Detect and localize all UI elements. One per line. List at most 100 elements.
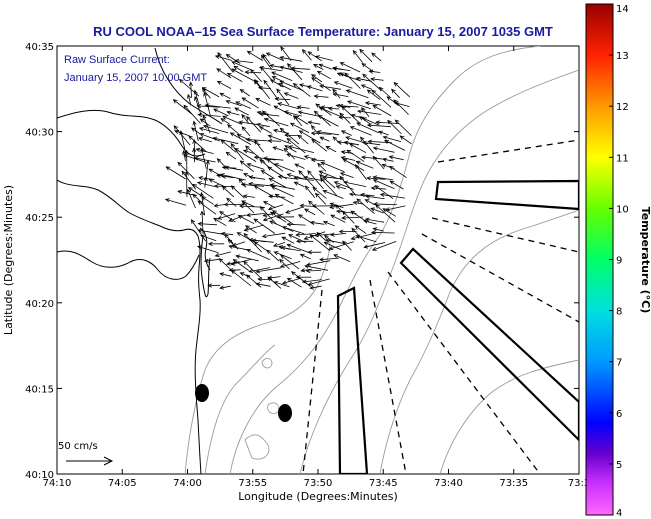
- current-vector: [349, 126, 372, 136]
- current-vector: [207, 283, 221, 288]
- current-vector: [253, 241, 269, 253]
- current-vector: [234, 107, 249, 116]
- current-vector: [289, 122, 310, 133]
- current-vector: [216, 173, 234, 179]
- current-vector: [172, 99, 193, 115]
- current-vector: [187, 188, 196, 209]
- current-vector: [311, 77, 331, 92]
- current-vector: [267, 276, 282, 289]
- y-tick-label: 40:30: [25, 128, 54, 139]
- current-vector: [243, 260, 263, 280]
- current-vector: [184, 170, 189, 197]
- current-vector: [266, 249, 280, 262]
- current-vector: [344, 72, 361, 89]
- colorbar-tick-label: 6: [616, 409, 622, 420]
- current-vector: [218, 258, 231, 270]
- current-vector: [270, 186, 295, 197]
- current-vector: [192, 120, 199, 142]
- current-vector: [244, 225, 257, 234]
- current-vector: [197, 221, 218, 226]
- current-vector: [298, 170, 316, 189]
- current-vector: [345, 89, 369, 99]
- current-vector: [366, 123, 391, 128]
- current-vector: [208, 168, 226, 179]
- current-vector: [256, 122, 270, 128]
- current-vector: [271, 71, 293, 81]
- current-vector: [197, 245, 219, 254]
- current-vector: [330, 214, 346, 223]
- current-vector: [237, 215, 255, 225]
- current-vector: [255, 282, 271, 287]
- current-vector: [325, 238, 346, 245]
- current-vector: [219, 272, 232, 277]
- current-vector: [341, 105, 361, 124]
- current-vector: [231, 68, 254, 81]
- current-vector: [379, 192, 406, 199]
- current-vector: [365, 194, 385, 200]
- current-vector: [363, 242, 386, 249]
- current-vector: [286, 153, 306, 160]
- current-vector: [241, 200, 255, 214]
- current-vector: [262, 110, 280, 127]
- current-vector: [352, 200, 364, 205]
- current-vector: [232, 259, 249, 271]
- annotation-line1: Raw Surface Current:: [64, 54, 170, 66]
- current-vector: [213, 217, 227, 227]
- dashed-beam-line: [421, 233, 579, 323]
- colorbar-tick-label: 9: [616, 256, 622, 267]
- current-vector: [267, 204, 284, 211]
- x-tick-label: 73:50: [304, 478, 333, 489]
- x-tick-label: 73:35: [499, 478, 528, 489]
- current-vector: [253, 185, 274, 197]
- current-vector: [295, 232, 316, 237]
- radar-beam-polygon: [336, 286, 369, 474]
- current-vector: [207, 241, 225, 246]
- current-vector: [316, 231, 327, 242]
- current-vector: [271, 76, 283, 82]
- current-vector: [399, 135, 412, 145]
- bathymetry-contour: [299, 69, 579, 474]
- current-vector: [342, 210, 355, 224]
- current-vector: [283, 110, 302, 117]
- current-vector: [355, 76, 372, 82]
- current-vector: [288, 145, 315, 153]
- current-vector: [352, 49, 364, 63]
- current-vector: [310, 158, 325, 163]
- current-vector: [198, 137, 213, 143]
- current-vector: [360, 84, 373, 90]
- y-tick-label: 40:15: [25, 384, 54, 395]
- current-vector: [187, 93, 192, 106]
- current-vector: [194, 96, 202, 115]
- current-vector: [246, 249, 271, 261]
- current-vector: [248, 175, 266, 180]
- current-vector: [346, 100, 371, 110]
- current-vector: [224, 233, 234, 244]
- colorbar-ticks: 14 13 12 11 10 9 8 7 6 5 4: [609, 3, 629, 519]
- bathymetry-contour: [229, 46, 541, 474]
- annotation-line2: January 15, 2007 10:00 GMT: [64, 72, 207, 84]
- current-vector: [199, 191, 205, 216]
- current-vector: [238, 120, 259, 126]
- current-vector: [329, 232, 347, 237]
- current-vector: [346, 149, 365, 162]
- current-vector: [372, 179, 395, 189]
- x-tick-label: 73:45: [369, 478, 398, 489]
- current-vector: [208, 178, 226, 188]
- current-vector: [265, 52, 284, 62]
- current-vector: [280, 46, 292, 61]
- current-vector: [216, 68, 232, 79]
- current-vector: [372, 105, 392, 117]
- current-vector: [192, 193, 204, 205]
- current-vector: [273, 163, 295, 173]
- current-vector: [286, 222, 306, 227]
- current-vector: [311, 74, 323, 83]
- current-vector: [273, 281, 290, 288]
- current-vector: [201, 87, 211, 99]
- current-vector: [260, 54, 273, 70]
- current-vector: [200, 234, 217, 242]
- current-vector: [229, 132, 252, 145]
- current-vector: [333, 254, 351, 262]
- colorbar-tick-label: 11: [616, 153, 629, 164]
- current-vector: [310, 131, 332, 136]
